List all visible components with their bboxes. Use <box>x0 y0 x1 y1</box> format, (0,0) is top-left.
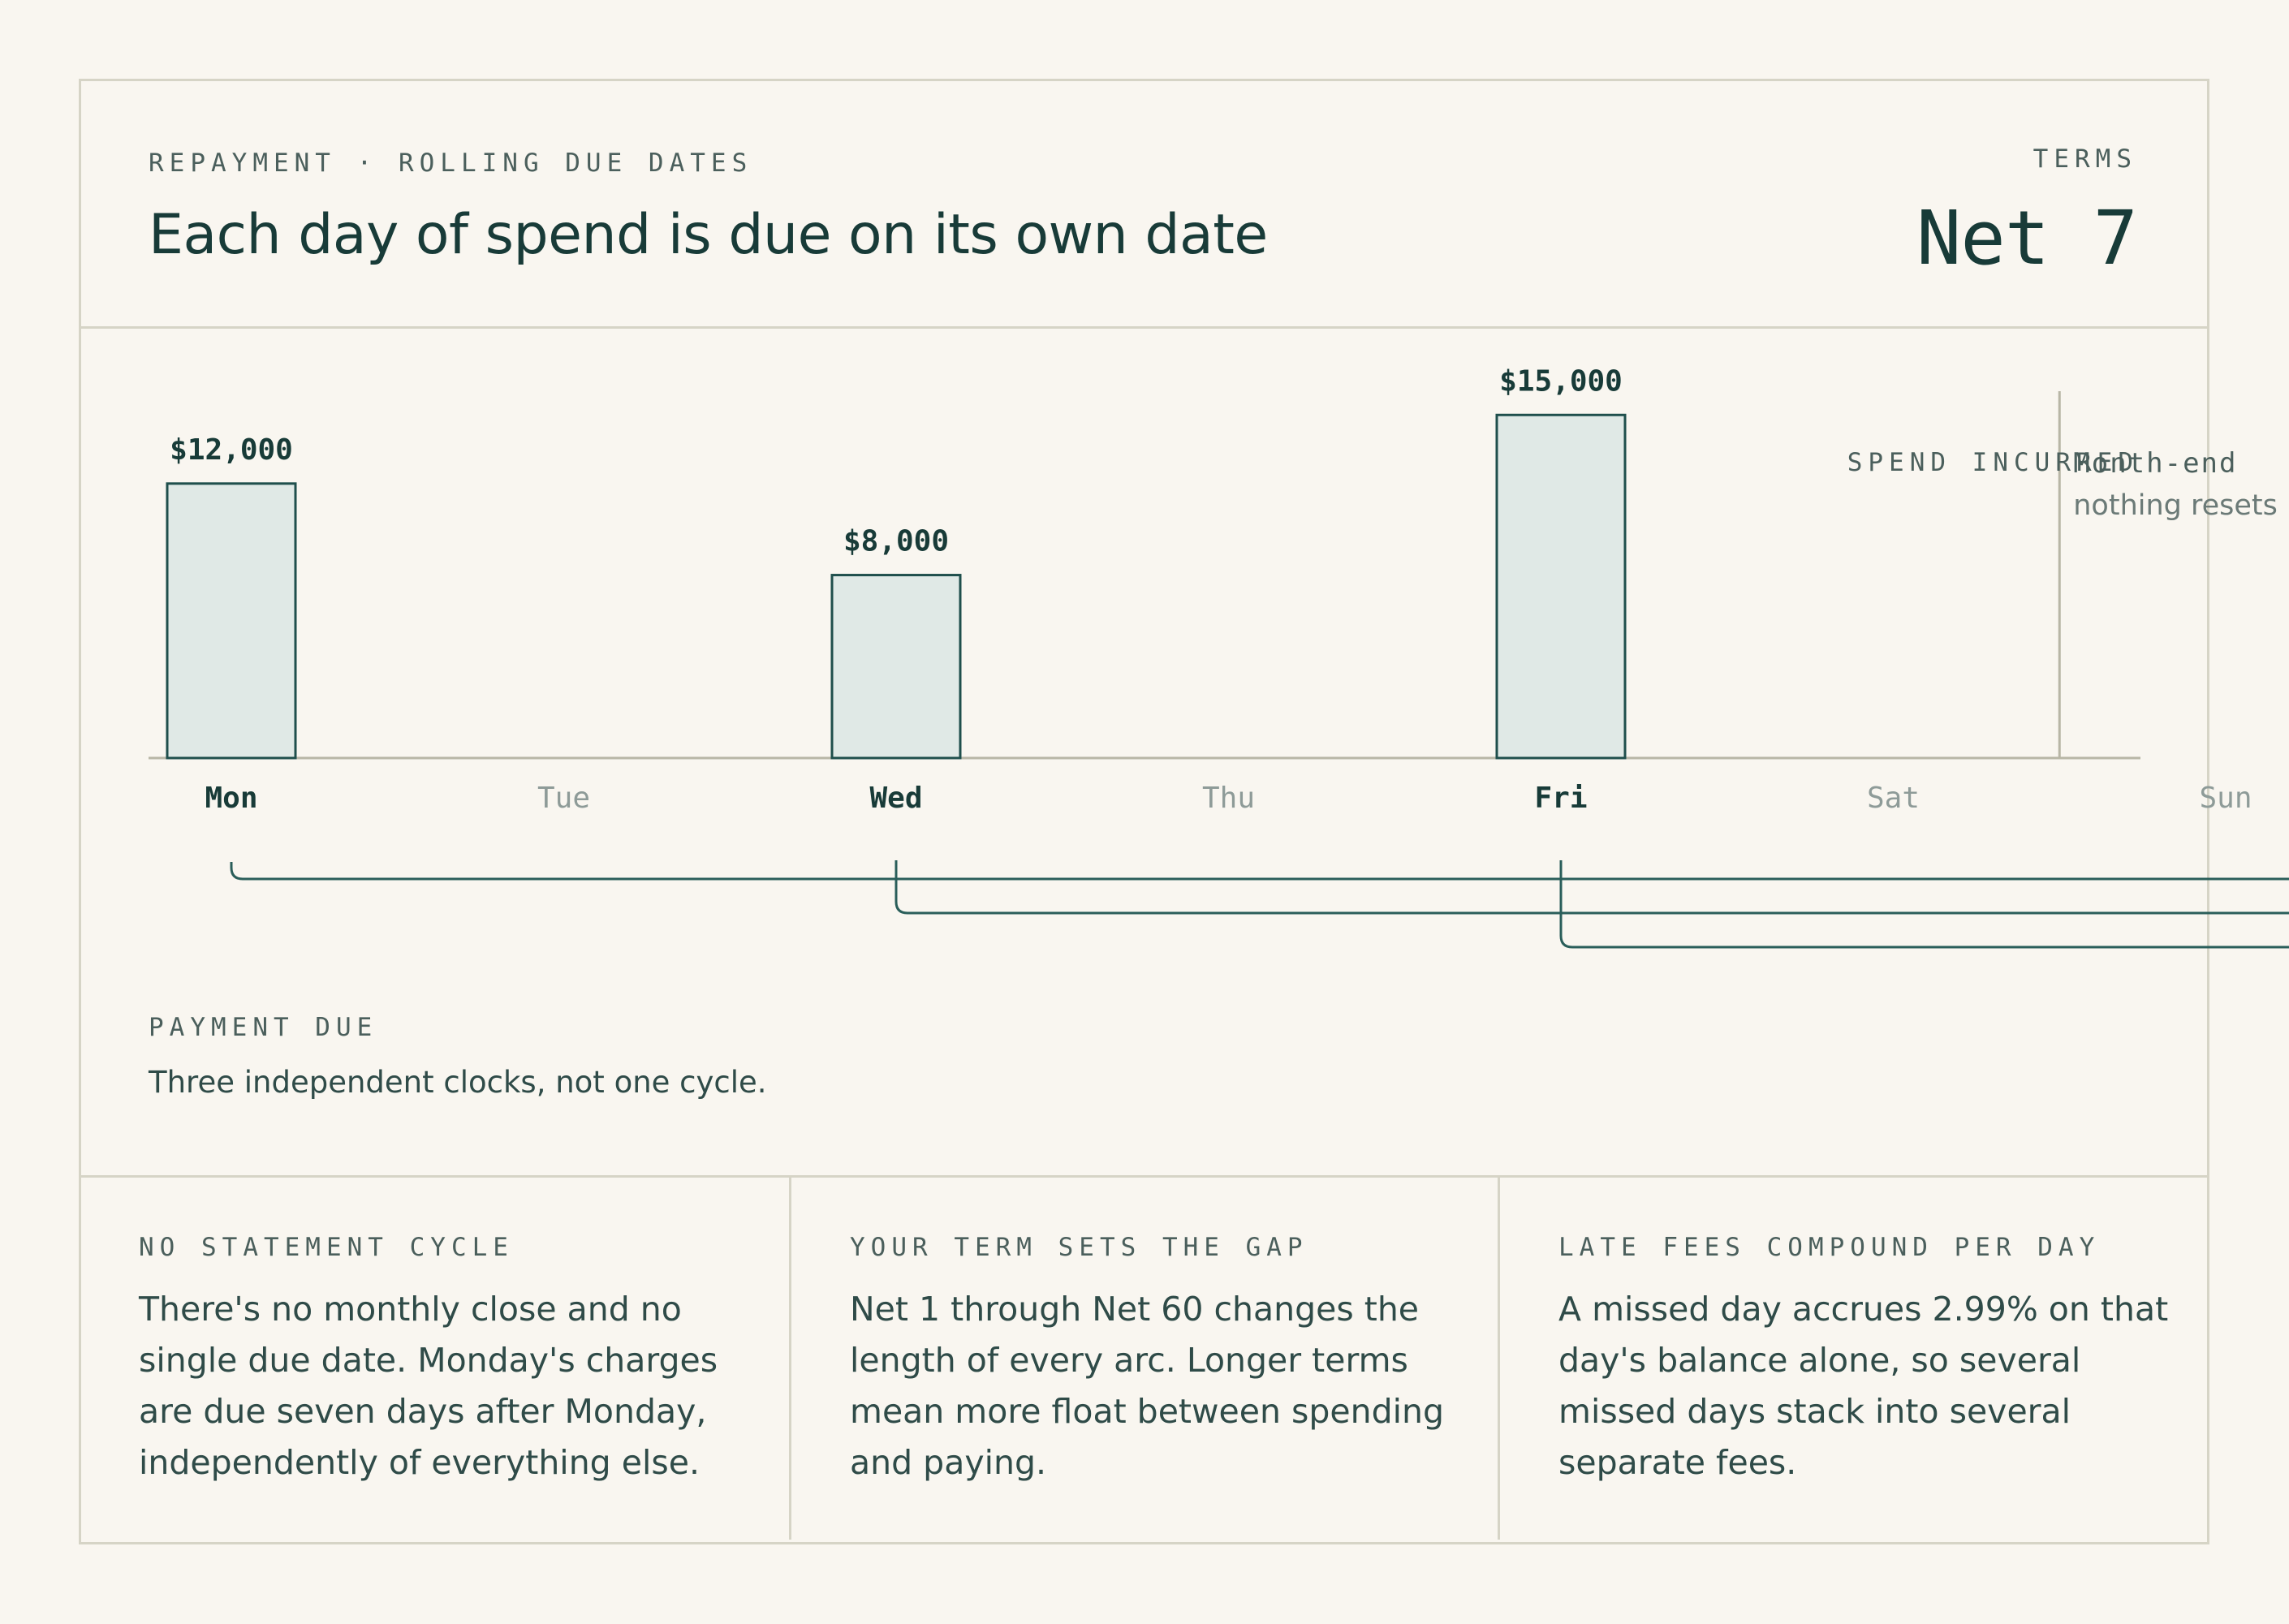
bar-mon-0 <box>166 482 297 760</box>
category-label-1: Tue <box>537 782 590 815</box>
card-divider-2 <box>1498 1178 1500 1540</box>
bar-wed-2 <box>830 574 962 760</box>
page-title: Each day of spend is due on its own date <box>149 203 1268 267</box>
payment-due-label: PAYMENT DUE <box>149 1013 378 1042</box>
card-body-term: Net 1 through Net 60 changes the length … <box>850 1290 1445 1482</box>
card-title-term: YOUR TERM SETS THE GAP <box>850 1233 1308 1262</box>
payment-connector-0 <box>230 862 2289 881</box>
card-divider-1 <box>789 1178 791 1540</box>
category-label-5: Sat <box>1867 782 1920 815</box>
terms-label: TERMS <box>2033 144 2137 174</box>
card-body-statement: There's no monthly close and no single d… <box>139 1290 718 1482</box>
category-label-6: Sun <box>2199 782 2252 815</box>
card-title-late-fees: LATE FEES COMPOUND PER DAY <box>1558 1233 2101 1262</box>
bar-value-label-2: $8,000 <box>843 525 949 558</box>
header-eyebrow: REPAYMENT · ROLLING DUE DATES <box>149 149 753 178</box>
month-end-label: Month-end <box>2073 447 2237 480</box>
card-frame <box>79 79 2209 1544</box>
payment-connector-2 <box>1559 860 2289 949</box>
bar-value-label-4: $15,000 <box>1499 364 1623 398</box>
footer-divider <box>79 1175 2209 1178</box>
bar-value-label-0: $12,000 <box>170 433 293 467</box>
category-label-0: Mon <box>205 782 257 815</box>
payment-due-note: Three independent clocks, not one cycle. <box>149 1065 767 1100</box>
series-label: SPEND INCURRED <box>1847 448 2139 477</box>
category-label-3: Thu <box>1202 782 1255 815</box>
card-body-late-fees: A missed day accrues 2.99% on that day's… <box>1558 1290 2169 1482</box>
header-divider <box>79 326 2209 329</box>
month-end-sublabel: nothing resets here <box>2073 489 2289 522</box>
card-title-statement: NO STATEMENT CYCLE <box>139 1233 514 1262</box>
terms-value: Net 7 <box>1916 195 2138 282</box>
payment-connector-1 <box>894 860 2289 915</box>
category-label-2: Wed <box>869 782 922 815</box>
category-label-4: Fri <box>1534 782 1587 815</box>
bar-fri-4 <box>1495 413 1627 760</box>
